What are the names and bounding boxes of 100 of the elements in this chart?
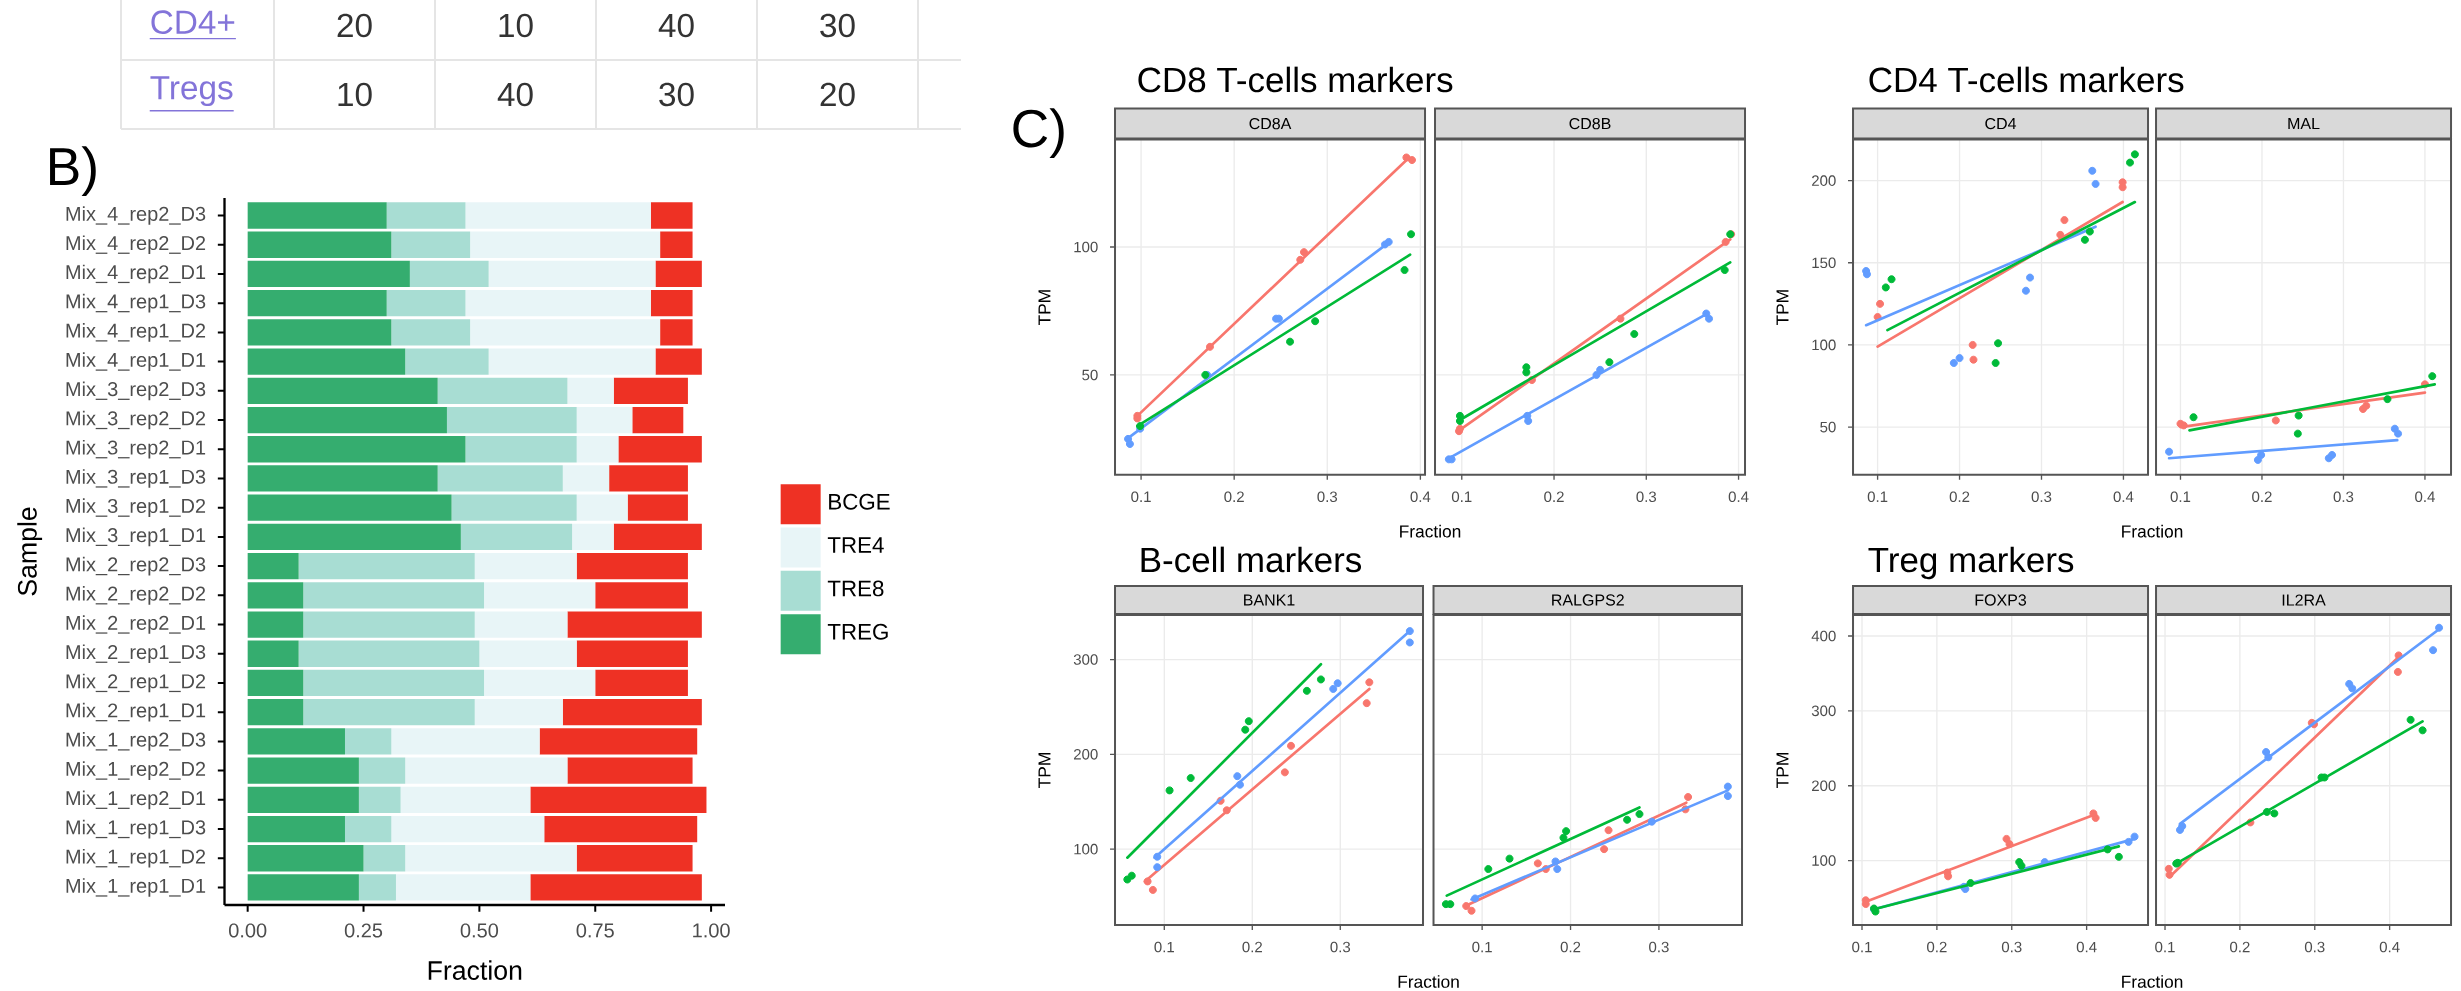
x-tick-label: 0.3 <box>1649 941 1669 953</box>
text: CD8 T-cells markers <box>1138 66 1453 93</box>
y-tick-label: 200 <box>1073 749 1098 760</box>
x-tick-label: 0.3 <box>2001 941 2022 953</box>
x-tick-label: 0.2 <box>1560 941 1581 953</box>
y-tick-label: 100 <box>1812 339 1836 351</box>
x-tick-label: 0.4 <box>1410 491 1431 503</box>
y-tick-label: Mix_3_rep1_D1 <box>66 527 206 547</box>
x-axis-title: Fraction <box>1400 524 1461 538</box>
text: 30 <box>659 82 694 107</box>
x-tick-label: 0.1 <box>1852 941 1872 953</box>
chart-title: CD8A <box>1249 117 1292 130</box>
y-tick-label: Mix_3_rep2_D3 <box>66 381 206 401</box>
x-axis-title: Fraction <box>2122 975 2183 988</box>
x-tick-label: 0.00 <box>228 923 267 938</box>
legend-label: TREG <box>827 623 888 640</box>
y-tick-label: Mix_1_rep2_D3 <box>66 732 206 751</box>
y-tick-label: Mix_3_rep2_D2 <box>66 410 206 430</box>
x-tick-label: 0.25 <box>344 923 383 938</box>
y-tick-label: 50 <box>1820 421 1836 433</box>
x-tick-label: 0.2 <box>2252 491 2272 503</box>
y-tick-label: Mix_4_rep2_D2 <box>66 235 206 255</box>
chart-title: RALGPS2 <box>1552 594 1624 606</box>
y-tick-label: 100 <box>1074 843 1098 855</box>
y-tick-label: Mix_4_rep1_D1 <box>66 352 206 371</box>
y-axis-title: TPM <box>1038 290 1051 326</box>
x-tick-label: 0.75 <box>576 923 614 938</box>
y-tick-label: 100 <box>1074 241 1098 253</box>
text: 10 <box>338 82 372 107</box>
x-tick-label: 0.2 <box>1544 491 1564 503</box>
x-axis-title: Fraction <box>2122 524 2183 538</box>
text: CD4 T-cells markers <box>1869 66 2184 93</box>
y-tick-label: Mix_3_rep2_D1 <box>66 439 206 459</box>
x-tick-label: 0.2 <box>2230 941 2250 953</box>
text: 10 <box>499 13 533 38</box>
x-tick-label: 0.50 <box>460 923 499 938</box>
text: Treg markers <box>1868 546 2074 580</box>
x-tick-label: 0.1 <box>2170 491 2191 503</box>
y-tick-label: Mix_3_rep1_D3 <box>66 469 206 488</box>
text: B-cell markers <box>1141 546 1362 573</box>
x-tick-label: 0.4 <box>1728 491 1749 503</box>
y-tick-label: Mix_1_rep2_D1 <box>66 790 206 810</box>
legend-label: TRE8 <box>827 580 884 597</box>
x-tick-label: 0.4 <box>2113 491 2134 503</box>
y-tick-label: 300 <box>1811 705 1836 717</box>
x-tick-label: 0.1 <box>2155 941 2175 953</box>
y-axis-title: TPM <box>1776 753 1789 788</box>
y-tick-label: Mix_4_rep1_D3 <box>66 293 206 313</box>
y-tick-label: 50 <box>1082 369 1098 381</box>
y-tick-label: Mix_1_rep2_D2 <box>66 761 206 780</box>
y-tick-label: Mix_2_rep1_D3 <box>66 644 206 664</box>
y-tick-label: Mix_2_rep1_D1 <box>66 702 206 722</box>
text: B) <box>50 146 96 197</box>
y-tick-label: Mix_2_rep2_D2 <box>66 586 206 605</box>
x-tick-label: 0.1 <box>1867 491 1888 503</box>
x-tick-label: 0.2 <box>1927 941 1947 953</box>
chart-title: BANK1 <box>1244 594 1295 606</box>
x-axis-title: Fraction <box>1398 975 1459 988</box>
x-tick-label: 0.3 <box>2304 941 2325 953</box>
legend-label: BCGE <box>829 493 890 510</box>
y-tick-label: Mix_2_rep1_D2 <box>66 673 206 693</box>
text: 40 <box>658 13 694 38</box>
x-tick-label: 0.3 <box>1636 491 1657 503</box>
chart-title: CD4 <box>1985 117 2017 130</box>
x-tick-label: 0.3 <box>1317 491 1338 503</box>
x-tick-label: 0.1 <box>1154 941 1174 953</box>
y-tick-label: Mix_3_rep1_D2 <box>66 498 206 518</box>
x-tick-label: 0.2 <box>1224 491 1244 503</box>
y-tick-label: 400 <box>1811 630 1836 642</box>
y-axis-title: TPM <box>1776 290 1789 326</box>
y-axis-title: Sample <box>17 507 43 596</box>
category-label: CD4+ <box>151 10 235 34</box>
x-tick-label: 0.1 <box>1131 491 1151 503</box>
text: 20 <box>337 13 372 38</box>
y-tick-label: Mix_1_rep1_D1 <box>66 878 206 897</box>
chart-title: FOXP3 <box>1975 594 2027 606</box>
x-tick-label: 0.3 <box>2333 491 2354 503</box>
y-tick-label: 200 <box>1811 780 1836 792</box>
x-tick-label: 0.3 <box>2031 491 2052 503</box>
y-tick-label: Mix_4_rep1_D2 <box>66 323 206 342</box>
text: 40 <box>497 82 533 107</box>
chart-title: IL2RA <box>2282 594 2326 606</box>
x-tick-label: 0.3 <box>1330 941 1351 953</box>
x-tick-label: 0.2 <box>1242 941 1262 953</box>
y-tick-label: 300 <box>1073 654 1098 665</box>
y-tick-label: 100 <box>1812 855 1836 866</box>
text: 20 <box>820 82 855 107</box>
chart-title: CD8B <box>1569 117 1611 130</box>
y-tick-label: Mix_1_rep1_D3 <box>66 819 206 839</box>
text: 30 <box>820 13 855 38</box>
y-tick-label: Mix_2_rep2_D1 <box>66 615 206 634</box>
x-tick-label: 0.1 <box>1451 491 1472 503</box>
y-axis-title: TPM <box>1038 753 1051 788</box>
x-tick-label: 0.4 <box>2379 941 2400 953</box>
legend-label: TRE4 <box>827 537 884 553</box>
y-tick-label: Mix_2_rep2_D3 <box>66 556 206 576</box>
text: C) <box>1013 108 1064 159</box>
x-tick-label: 0.4 <box>2076 941 2097 953</box>
y-tick-label: Mix_1_rep1_D2 <box>66 848 206 868</box>
category-label: Tregs <box>150 76 233 107</box>
